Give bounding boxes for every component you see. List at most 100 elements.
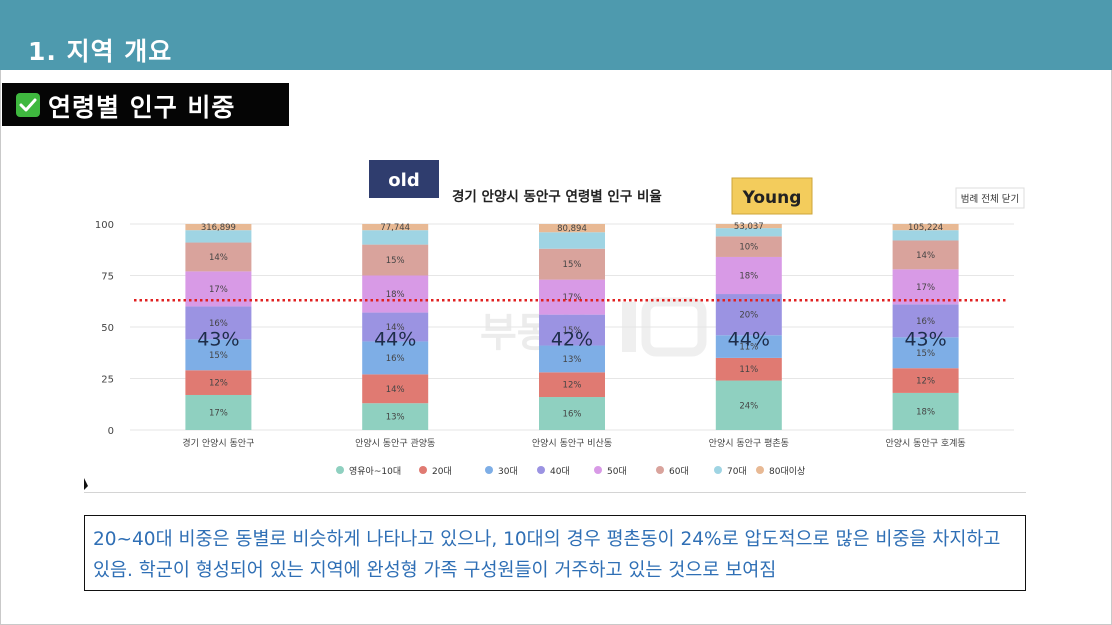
y-tick-label: 100 (95, 220, 114, 231)
data-label: 14% (386, 323, 405, 333)
data-label: 11% (739, 343, 758, 353)
data-label: 316,899 (201, 223, 236, 233)
x-tick-label: 안양시 동안구 호계동 (885, 437, 965, 449)
x-tick-label: 안양시 동안구 관양동 (355, 438, 435, 449)
bar-segment (362, 374, 429, 404)
bar-segment (539, 248, 605, 280)
corner-mark (84, 478, 88, 490)
bar-segment (539, 224, 605, 233)
x-tick-label: 경기 안양시 동안구 (182, 437, 254, 449)
legend-marker (656, 466, 664, 474)
bar-segment (362, 244, 429, 276)
data-label: 17% (563, 293, 582, 303)
legend-marker (756, 466, 764, 474)
legend-marker (537, 466, 545, 474)
bar-segment (715, 380, 782, 430)
header-band (0, 0, 1112, 70)
bar-segment (892, 269, 959, 305)
data-label: 16% (916, 317, 935, 327)
age-20-40-share-label: 44% (728, 328, 770, 350)
data-label: 18% (916, 407, 935, 417)
age-20-40-share-label: 43% (197, 328, 239, 350)
bar-segment (539, 232, 605, 249)
data-label: 15% (209, 351, 228, 361)
legend-toggle-label[interactable]: 범례 전체 닫기 (961, 193, 1019, 205)
bar-segment (539, 314, 605, 346)
x-tick-label: 안양시 동안구 비산동 (532, 438, 612, 449)
data-label: 16% (563, 410, 582, 420)
legend-marker (485, 466, 493, 474)
data-label: 12% (209, 379, 228, 389)
chart-title: 경기 안양시 동안구 연령별 인구 비율 (452, 188, 662, 205)
data-label: 105,224 (908, 223, 943, 233)
data-label: 15% (386, 256, 405, 266)
bar-segment (185, 306, 252, 340)
bar-segment (715, 228, 782, 237)
legend-marker (419, 466, 427, 474)
check-icon (16, 93, 40, 117)
bar-segment (362, 230, 429, 245)
bar-segment (362, 224, 429, 231)
bar-segment (715, 256, 782, 295)
old-badge-label: old (388, 170, 419, 191)
bar-segment (539, 345, 605, 373)
data-label: 80,894 (557, 224, 587, 234)
bar-segment (892, 304, 959, 338)
summary-note: 20~40대 비중은 동별로 비슷하게 나타나고 있으나, 10대의 경우 평촌… (84, 515, 1026, 591)
age-20-40-share-label: 43% (904, 328, 946, 350)
bar-segment (892, 230, 959, 241)
bar-segment (362, 275, 429, 313)
legend-label: 30대 (498, 466, 518, 477)
y-tick-label: 50 (101, 323, 114, 334)
bar-segment (185, 394, 252, 430)
age-20-40-share-label: 42% (551, 328, 593, 350)
data-label: 18% (386, 290, 405, 300)
bar-segment (362, 341, 429, 375)
legend-marker (336, 466, 344, 474)
data-label: 17% (209, 285, 228, 295)
y-tick-label: 25 (101, 375, 114, 386)
young-badge-label: Young (742, 188, 802, 208)
legend-label: 영유아~10대 (349, 466, 401, 477)
data-label: 15% (916, 349, 935, 359)
data-label: 13% (386, 413, 405, 423)
bar-segment (892, 337, 959, 369)
bar-segment (892, 368, 959, 393)
stacked-bar-chart: 부동산 경기 안양시 동안구 연령별 인구 비율 old Young 범례 전체… (84, 160, 1025, 490)
legend-toggle-button[interactable] (955, 187, 1025, 209)
bar-segment (185, 370, 252, 395)
bar-segment (715, 357, 782, 381)
bar-segment (892, 392, 959, 430)
data-label: 77,744 (380, 223, 410, 233)
legend-marker (594, 466, 602, 474)
x-tick-label: 안양시 동안구 평촌동 (709, 438, 789, 449)
bar-segment (892, 240, 959, 270)
age-20-40-share-label: 44% (374, 328, 416, 350)
bar-segment (362, 312, 429, 342)
legend-label: 40대 (550, 466, 570, 477)
bar-segment (185, 339, 252, 371)
legend-label: 50대 (607, 466, 627, 477)
chart-container: 부동산 경기 안양시 동안구 연령별 인구 비율 old Young 범례 전체… (84, 156, 1026, 493)
legend-label: 70대 (727, 466, 747, 477)
data-label: 17% (209, 408, 228, 418)
data-label: 15% (563, 326, 582, 336)
data-label: 11% (739, 365, 758, 375)
summary-note-text: 20~40대 비중은 동별로 비슷하게 나타나고 있으나, 10대의 경우 평촌… (93, 529, 1001, 581)
section-title: 연령별 인구 비중 (48, 93, 236, 122)
data-label: 24% (739, 401, 758, 411)
bar-segment (892, 224, 959, 231)
legend-marker (714, 466, 722, 474)
y-tick-label: 75 (101, 272, 114, 283)
data-label: 17% (916, 283, 935, 293)
data-label: 12% (563, 381, 582, 391)
bar-segment (715, 294, 782, 336)
legend-label: 80대이상 (769, 466, 805, 477)
data-label: 13% (563, 355, 582, 365)
y-tick-label: 0 (108, 426, 114, 437)
data-label: 14% (209, 253, 228, 263)
data-label: 16% (386, 354, 405, 364)
legend-label: 20대 (432, 466, 452, 477)
bar-segment (362, 403, 429, 430)
data-label: 10% (739, 243, 758, 253)
